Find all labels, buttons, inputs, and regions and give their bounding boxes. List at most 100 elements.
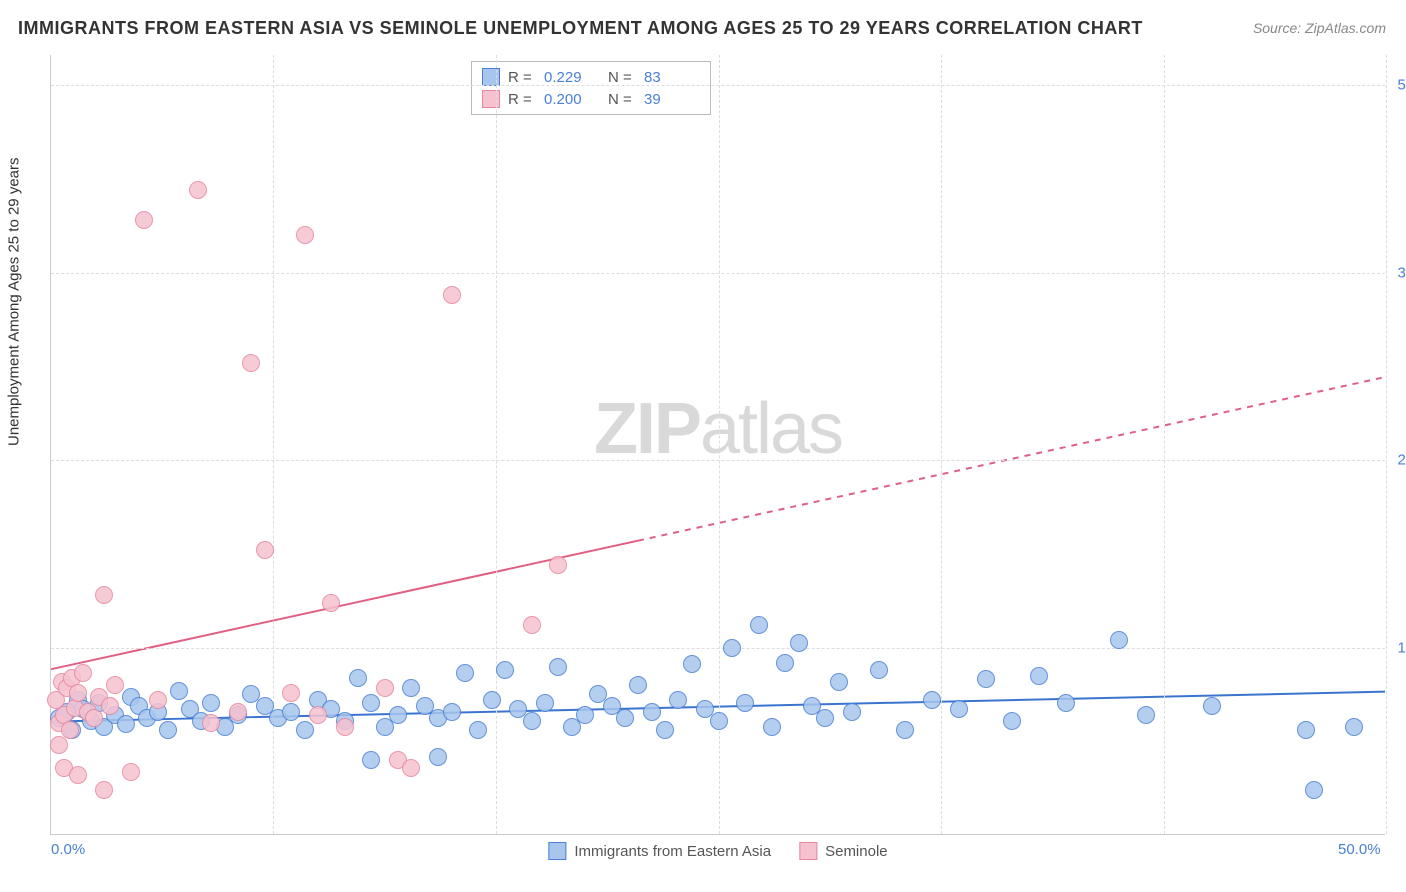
scatter-marker bbox=[549, 658, 567, 676]
scatter-marker bbox=[469, 721, 487, 739]
legend-r-value-1: 0.200 bbox=[544, 91, 600, 108]
scatter-marker bbox=[843, 703, 861, 721]
scatter-marker bbox=[117, 715, 135, 733]
x-tick-label: 50.0% bbox=[1338, 841, 1381, 858]
scatter-marker bbox=[1110, 631, 1128, 649]
legend-n-label-1: N = bbox=[608, 91, 636, 108]
gridline-v bbox=[1164, 55, 1165, 834]
scatter-marker bbox=[74, 664, 92, 682]
scatter-marker bbox=[282, 703, 300, 721]
legend-r-label-1: R = bbox=[508, 91, 536, 108]
scatter-marker bbox=[629, 676, 647, 694]
scatter-marker bbox=[296, 721, 314, 739]
scatter-marker bbox=[776, 654, 794, 672]
scatter-marker bbox=[536, 694, 554, 712]
scatter-marker bbox=[1305, 781, 1323, 799]
scatter-marker bbox=[576, 706, 594, 724]
scatter-marker bbox=[95, 781, 113, 799]
scatter-marker bbox=[523, 616, 541, 634]
legend-n-value-1: 39 bbox=[644, 91, 700, 108]
scatter-marker bbox=[723, 639, 741, 657]
scatter-marker bbox=[736, 694, 754, 712]
legend-n-value-0: 83 bbox=[644, 69, 700, 86]
scatter-marker bbox=[106, 676, 124, 694]
gridline-v bbox=[1386, 55, 1387, 834]
scatter-marker bbox=[69, 684, 87, 702]
y-tick-label: 37.5% bbox=[1390, 264, 1406, 281]
scatter-marker bbox=[170, 682, 188, 700]
scatter-marker bbox=[149, 691, 167, 709]
scatter-marker bbox=[376, 679, 394, 697]
legend-bottom-label-0: Immigrants from Eastern Asia bbox=[574, 843, 771, 860]
scatter-marker bbox=[656, 721, 674, 739]
legend-bottom-item-0: Immigrants from Eastern Asia bbox=[548, 842, 771, 860]
scatter-marker bbox=[456, 664, 474, 682]
x-tick-label: 0.0% bbox=[51, 841, 85, 858]
plot-area: ZIPatlas R = 0.229 N = 83 R = 0.200 N = … bbox=[50, 55, 1385, 835]
scatter-marker bbox=[443, 703, 461, 721]
scatter-marker bbox=[870, 661, 888, 679]
chart-title: IMMIGRANTS FROM EASTERN ASIA VS SEMINOLE… bbox=[18, 18, 1143, 39]
scatter-marker bbox=[763, 718, 781, 736]
scatter-marker bbox=[923, 691, 941, 709]
scatter-marker bbox=[349, 669, 367, 687]
scatter-marker bbox=[1003, 712, 1021, 730]
swatch-bottom-0 bbox=[548, 842, 566, 860]
legend-row-series-1: R = 0.200 N = 39 bbox=[482, 88, 700, 110]
legend-r-label-0: R = bbox=[508, 69, 536, 86]
scatter-marker bbox=[616, 709, 634, 727]
scatter-marker bbox=[50, 736, 68, 754]
scatter-marker bbox=[122, 763, 140, 781]
gridline-v bbox=[496, 55, 497, 834]
scatter-marker bbox=[135, 211, 153, 229]
scatter-marker bbox=[429, 748, 447, 766]
watermark-zip: ZIP bbox=[594, 389, 700, 469]
scatter-marker bbox=[282, 684, 300, 702]
scatter-marker bbox=[1057, 694, 1075, 712]
scatter-marker bbox=[669, 691, 687, 709]
scatter-marker bbox=[402, 759, 420, 777]
scatter-marker bbox=[549, 556, 567, 574]
scatter-marker bbox=[830, 673, 848, 691]
scatter-marker bbox=[159, 721, 177, 739]
scatter-marker bbox=[816, 709, 834, 727]
scatter-marker bbox=[322, 594, 340, 612]
scatter-marker bbox=[443, 286, 461, 304]
scatter-marker bbox=[336, 718, 354, 736]
scatter-marker bbox=[896, 721, 914, 739]
y-tick-label: 12.5% bbox=[1390, 639, 1406, 656]
scatter-marker bbox=[977, 670, 995, 688]
legend-n-label-0: N = bbox=[608, 69, 636, 86]
y-tick-label: 25.0% bbox=[1390, 452, 1406, 469]
scatter-marker bbox=[309, 706, 327, 724]
legend-r-value-0: 0.229 bbox=[544, 69, 600, 86]
scatter-marker bbox=[483, 691, 501, 709]
scatter-marker bbox=[101, 697, 119, 715]
scatter-marker bbox=[256, 541, 274, 559]
y-axis-title: Unemployment Among Ages 25 to 29 years bbox=[6, 157, 23, 446]
scatter-marker bbox=[402, 679, 420, 697]
scatter-marker bbox=[523, 712, 541, 730]
scatter-marker bbox=[1345, 718, 1363, 736]
scatter-marker bbox=[85, 709, 103, 727]
scatter-marker bbox=[362, 694, 380, 712]
scatter-marker bbox=[750, 616, 768, 634]
scatter-marker bbox=[683, 655, 701, 673]
source-attribution: Source: ZipAtlas.com bbox=[1253, 20, 1386, 36]
legend-bottom: Immigrants from Eastern Asia Seminole bbox=[548, 842, 887, 860]
swatch-series-0 bbox=[482, 68, 500, 86]
y-tick-label: 50.0% bbox=[1390, 77, 1406, 94]
scatter-marker bbox=[1203, 697, 1221, 715]
watermark-atlas: atlas bbox=[700, 389, 842, 469]
scatter-marker bbox=[1297, 721, 1315, 739]
scatter-marker bbox=[790, 634, 808, 652]
scatter-marker bbox=[95, 586, 113, 604]
scatter-marker bbox=[202, 714, 220, 732]
legend-bottom-label-1: Seminole bbox=[825, 843, 888, 860]
scatter-marker bbox=[643, 703, 661, 721]
scatter-marker bbox=[496, 661, 514, 679]
scatter-marker bbox=[362, 751, 380, 769]
scatter-marker bbox=[69, 766, 87, 784]
gridline-v bbox=[941, 55, 942, 834]
scatter-marker bbox=[710, 712, 728, 730]
